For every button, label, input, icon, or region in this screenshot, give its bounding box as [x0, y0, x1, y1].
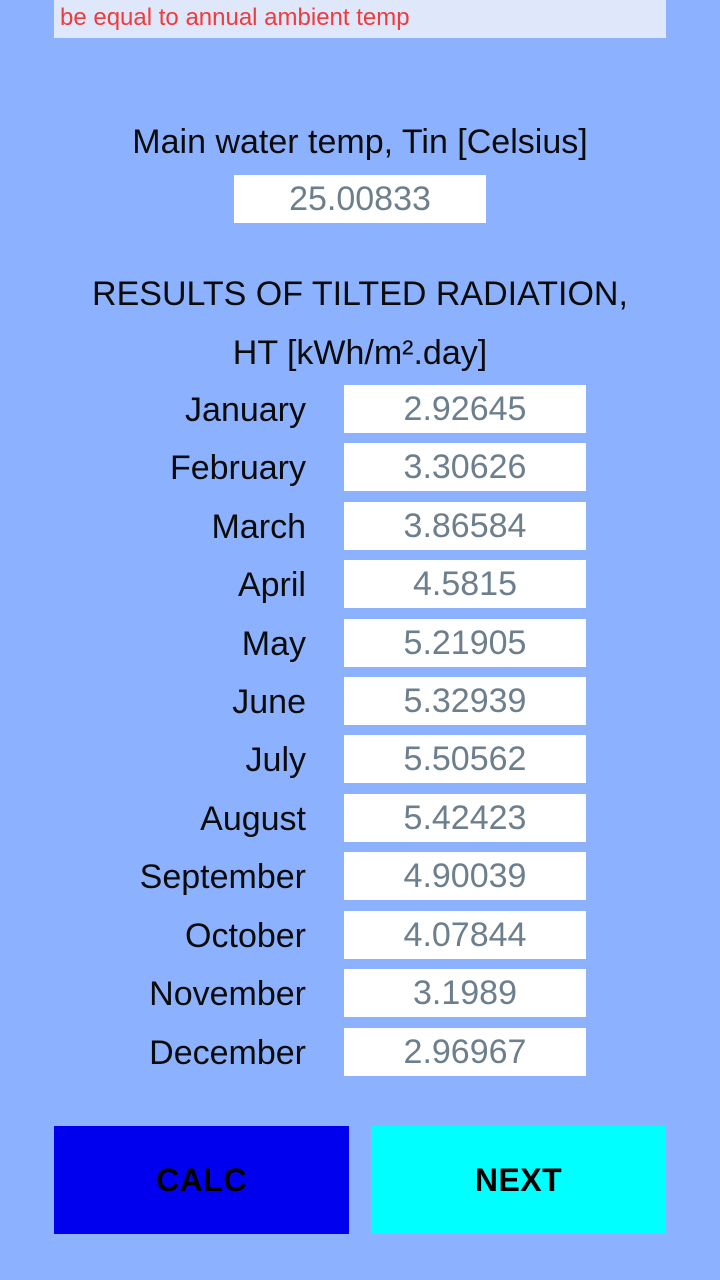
month-label: February — [169, 449, 306, 487]
month-label: September — [139, 858, 306, 896]
month-value-field[interactable]: 3.86584 — [344, 502, 586, 550]
next-button[interactable]: NEXT — [371, 1126, 666, 1234]
month-label: May — [241, 625, 306, 663]
month-label: January — [185, 391, 306, 429]
month-value-field[interactable]: 2.92645 — [344, 385, 586, 433]
month-row-july: July 5.50562 — [0, 735, 720, 785]
month-label: June — [232, 683, 306, 721]
month-label: July — [245, 741, 306, 779]
hint-note-text: be equal to annual ambient temp — [60, 4, 410, 31]
month-value-field[interactable]: 3.1989 — [344, 969, 586, 1017]
month-row-december: December 2.96967 — [0, 1028, 720, 1078]
month-row-february: February 3.30626 — [0, 443, 720, 493]
hint-note: be equal to annual ambient temp — [54, 0, 666, 38]
results-units: HT [kWh/m².day] — [232, 334, 488, 372]
month-label: December — [149, 1034, 306, 1072]
month-label: August — [200, 800, 306, 838]
main-water-temp-label: Main water temp, Tin [Celsius] — [132, 123, 588, 161]
month-row-october: October 4.07844 — [0, 911, 720, 961]
month-value-field[interactable]: 5.42423 — [344, 794, 586, 842]
month-value-field[interactable]: 5.32939 — [344, 677, 586, 725]
month-row-april: April 4.5815 — [0, 560, 720, 610]
month-label: October — [185, 917, 306, 955]
month-row-august: August 5.42423 — [0, 794, 720, 844]
month-value-field[interactable]: 2.96967 — [344, 1028, 586, 1076]
month-row-september: September 4.90039 — [0, 852, 720, 902]
month-value-field[interactable]: 4.90039 — [344, 852, 586, 900]
month-value-field[interactable]: 5.50562 — [344, 735, 586, 783]
month-value-field[interactable]: 4.07844 — [344, 911, 586, 959]
month-label: April — [237, 566, 306, 604]
results-title: RESULTS OF TILTED RADIATION, — [92, 275, 628, 313]
month-row-june: June 5.32939 — [0, 677, 720, 727]
month-row-may: May 5.21905 — [0, 619, 720, 669]
calc-button[interactable]: CALC — [54, 1126, 349, 1234]
month-row-march: March 3.86584 — [0, 502, 720, 552]
month-value-field[interactable]: 3.30626 — [344, 443, 586, 491]
month-label: March — [211, 508, 306, 546]
month-value-field[interactable]: 5.21905 — [344, 619, 586, 667]
main-water-temp-field[interactable]: 25.00833 — [234, 175, 486, 223]
month-value-field[interactable]: 4.5815 — [344, 560, 586, 608]
month-row-january: January 2.92645 — [0, 385, 720, 435]
month-row-november: November 3.1989 — [0, 969, 720, 1019]
month-label: November — [149, 975, 306, 1013]
